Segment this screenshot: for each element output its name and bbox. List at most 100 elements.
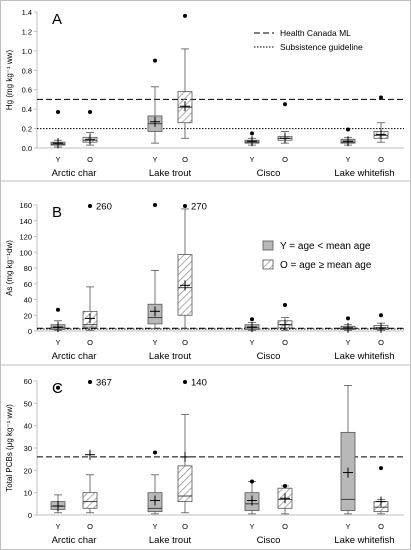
y-tick-label: 0.2 — [22, 125, 32, 134]
clipped-outlier-point — [183, 380, 187, 384]
box-O — [373, 466, 389, 515]
box-O — [177, 208, 193, 330]
legend-old-label: O = age ≥ mean age — [280, 260, 372, 271]
box-O — [177, 13, 193, 139]
y-tick-label: 60 — [24, 377, 32, 386]
outlier-point — [56, 110, 60, 115]
outlier-point — [56, 307, 60, 312]
outlier-point — [283, 102, 287, 107]
box-O — [277, 303, 293, 331]
y-tick-label: 160 — [19, 201, 32, 210]
y-tick-label: 0 — [28, 511, 32, 520]
x-group-label: Y — [249, 155, 254, 164]
x-category-label: Cisco — [257, 535, 281, 546]
box-Y — [50, 385, 66, 514]
y-tick-label: 1.4 — [22, 8, 32, 17]
x-category-label: Lake trout — [149, 168, 192, 179]
x-group-label: O — [87, 338, 93, 347]
y-tick-label: 140 — [19, 217, 32, 226]
y-tick-label: 120 — [19, 233, 32, 242]
x-group-label: O — [182, 338, 188, 347]
box-Y — [50, 307, 66, 333]
legend-old-swatch — [262, 259, 274, 270]
x-group-label: Y — [55, 522, 60, 531]
outlier-point — [153, 203, 157, 207]
legend-young-label: Y = age < mean age — [280, 241, 371, 252]
x-group-label: Y — [55, 155, 60, 164]
y-tick-label: 100 — [19, 248, 32, 257]
box-Y — [244, 317, 260, 333]
x-group-label: O — [182, 155, 188, 164]
box-O — [82, 286, 98, 331]
y-tick-label: 0 — [28, 327, 32, 336]
y-tick-label: 10 — [24, 489, 32, 498]
x-group-label: O — [182, 522, 188, 531]
x-group-label: Y — [345, 338, 350, 347]
box-Y — [147, 203, 163, 330]
x-category-label: Lake trout — [149, 535, 192, 546]
box-O — [277, 102, 293, 144]
x-group-label: O — [378, 522, 384, 531]
outlier-point — [283, 483, 287, 488]
clipped-outlier-point — [88, 380, 92, 384]
clipped-outlier-point — [88, 204, 92, 208]
panel-A: 0.0 0.2 0.4 0.6 0.8 1.0 1.2 1.4 Hg (mg kg⁻¹ ww) A… — [0, 8, 411, 182]
y-axis-label: As (mg kg⁻¹dw) — [5, 240, 14, 296]
x-group-label: Y — [249, 338, 254, 347]
y-tick-label: 40 — [24, 296, 32, 305]
y-tick-label: 20 — [24, 466, 32, 475]
x-category-label: Arctic char — [52, 168, 97, 179]
box-body — [82, 492, 98, 509]
box-O — [373, 313, 389, 333]
x-group-label: Y — [55, 338, 60, 347]
y-tick-label: 80 — [24, 264, 32, 273]
box-Y — [340, 127, 356, 147]
y-tick-label: 0.0 — [22, 144, 32, 153]
outlier-point — [153, 450, 157, 455]
x-category-label: Arctic char — [52, 535, 97, 546]
outlier-point — [250, 479, 254, 484]
clipped-outlier-label: 260 — [96, 202, 112, 213]
clipped-outlier-label: 140 — [191, 378, 207, 389]
panel-B: 0 20 40 60 80 100 120 140 160 As (mg kg⁻¹dw) B 260 2… — [0, 201, 411, 366]
panel-label: B — [52, 204, 62, 221]
outlier-point — [346, 127, 350, 132]
x-category-label: Arctic char — [52, 351, 97, 362]
outlier-point — [250, 317, 254, 322]
x-category-label: Lake whitefish — [334, 535, 394, 546]
box-Y — [244, 479, 260, 515]
y-tick-label: 0.8 — [22, 66, 32, 75]
box-Y — [340, 385, 356, 515]
outlier-point — [283, 303, 287, 308]
legend-health-canada-label: Health Canada ML — [280, 28, 351, 38]
box-Y — [50, 110, 66, 149]
legend-subsistence-label: Subsistence guideline — [280, 42, 363, 52]
clipped-outlier-label: 270 — [191, 202, 207, 213]
clipped-outlier-label: 367 — [96, 378, 112, 389]
y-axis-label: Total PCBs (μg kg⁻¹ ww) — [5, 404, 14, 492]
x-category-label: Lake whitefish — [334, 351, 394, 362]
outlier-point — [379, 313, 383, 318]
clipped-outlier-point — [183, 204, 187, 208]
x-group-label: Y — [345, 522, 350, 531]
y-axis-label: Hg (mg kg⁻¹ ww) — [5, 50, 14, 111]
x-category-label: Cisco — [257, 351, 281, 362]
x-category-label: Cisco — [257, 168, 281, 179]
x-category-label: Lake trout — [149, 351, 192, 362]
x-group-label: O — [87, 155, 93, 164]
box-Y — [244, 131, 260, 147]
outlier-point — [183, 13, 187, 18]
outlier-point — [56, 385, 60, 390]
y-tick-label: 1.2 — [22, 27, 32, 36]
legend-age-groups: Y = age < mean age O = age ≥ mean age — [262, 240, 372, 271]
panel-label: A — [52, 11, 62, 28]
box-Y — [147, 58, 163, 144]
y-tick-label: 40 — [24, 422, 32, 431]
x-group-label: Y — [152, 155, 157, 164]
x-group-label: O — [378, 338, 384, 347]
box-O — [277, 483, 293, 515]
box-O — [82, 449, 98, 514]
x-group-label: Y — [152, 338, 157, 347]
box-O — [177, 414, 193, 514]
